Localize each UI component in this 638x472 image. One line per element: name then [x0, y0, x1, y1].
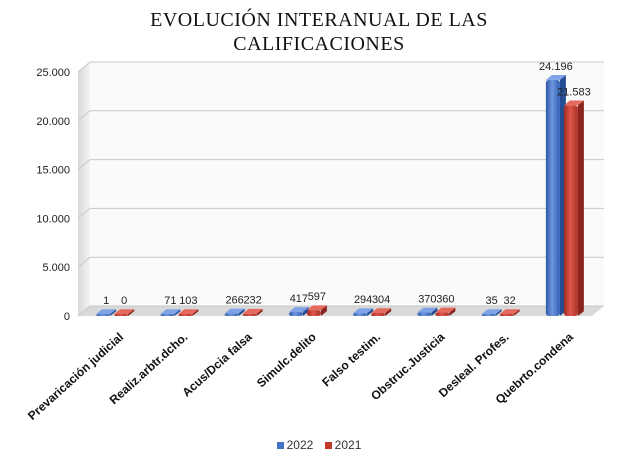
y-tick-label: 0 — [64, 311, 70, 323]
bar-2021-1 — [178, 314, 193, 316]
bar-side — [110, 309, 117, 316]
plot-side-wall — [78, 62, 90, 316]
gridline — [77, 110, 604, 122]
category-label: Simulc.delito — [254, 330, 319, 390]
bar-side — [128, 309, 135, 316]
bar-top — [545, 75, 566, 80]
gridline — [77, 61, 604, 73]
bar-top — [242, 308, 263, 314]
bar-2022-7 — [545, 79, 560, 316]
bar-2021-7 — [563, 105, 578, 317]
legend-swatch-2022 — [276, 442, 284, 449]
bar-side — [577, 100, 584, 316]
bar-top — [224, 308, 245, 314]
bar-side — [449, 307, 456, 316]
bar-2021-6 — [499, 314, 514, 316]
bar-top — [114, 309, 135, 314]
bar-side — [320, 305, 327, 316]
value-label: 417 — [290, 293, 308, 305]
value-label: 294 — [354, 294, 372, 306]
bar-top — [435, 307, 456, 313]
gridline — [77, 256, 604, 268]
category-label: Falso testim. — [319, 330, 383, 389]
bar-2021-2 — [242, 313, 257, 316]
value-label: 266 — [225, 294, 243, 306]
bar-top — [306, 305, 327, 311]
bar-side — [495, 309, 502, 316]
bar-2022-3 — [288, 311, 303, 316]
value-label: 370 — [418, 293, 436, 305]
bar-2022-6 — [481, 314, 496, 316]
bar-2021-0 — [114, 314, 129, 316]
value-label: 71 — [164, 295, 176, 307]
value-label: 103 — [179, 295, 197, 307]
bar-top — [417, 307, 438, 313]
category-label: Acus/Dcia falsa — [179, 330, 255, 400]
bar-2022-2 — [224, 313, 239, 316]
legend: 2022 2021 — [0, 438, 638, 452]
chart-title-line-1: EVOLUCIÓN INTERANUAL DE LAS — [150, 9, 488, 31]
chart-title-line-2: CALIFICACIONES — [233, 33, 405, 55]
y-tick-label: 15.000 — [36, 165, 70, 177]
value-label: 24.196 — [539, 61, 573, 73]
y-tick-label: 10.000 — [36, 213, 70, 225]
bar-top — [178, 309, 199, 314]
bar-2021-3 — [306, 310, 321, 316]
bar-side — [367, 308, 374, 316]
bar-top — [96, 309, 117, 314]
gridline — [77, 159, 604, 170]
bar-2022-5 — [417, 312, 432, 316]
bar-2021-4 — [371, 313, 386, 316]
bar-side — [192, 309, 199, 316]
value-label: 32 — [504, 295, 516, 307]
bar-top — [481, 309, 502, 314]
legend-swatch-2021 — [324, 442, 332, 449]
bar-side — [238, 308, 245, 316]
bar-side — [513, 309, 520, 316]
bar-2022-1 — [160, 314, 175, 316]
y-tick-label: 20.000 — [36, 116, 70, 128]
bar-top — [160, 309, 181, 314]
value-label: 304 — [372, 294, 390, 306]
bar-side — [174, 309, 181, 316]
bar-side — [431, 307, 438, 316]
y-tick-label: 5.000 — [42, 262, 70, 274]
category-label: Prevaricación judicial — [25, 330, 126, 423]
bar-2022-0 — [96, 314, 111, 316]
bar-top — [563, 100, 584, 106]
legend-label-2022: 2022 — [286, 438, 314, 452]
value-label: 1 — [103, 295, 109, 307]
bar-side — [302, 307, 309, 316]
value-label: 360 — [436, 293, 454, 305]
plot-back-wall — [90, 62, 604, 306]
bar-side — [385, 308, 392, 316]
value-label: 35 — [486, 295, 498, 307]
gridline — [77, 305, 604, 317]
gridline — [77, 207, 604, 219]
bar-2022-4 — [353, 313, 368, 316]
legend-item-2021: 2021 — [324, 438, 362, 452]
value-label: 21.583 — [557, 86, 591, 98]
bar-top — [288, 307, 309, 312]
value-label: 232 — [243, 295, 261, 307]
plot-floor — [78, 306, 604, 316]
chart-title: EVOLUCIÓN INTERANUAL DE LAS CALIFICACION… — [0, 8, 638, 56]
bar-side — [256, 308, 263, 316]
bar-top — [353, 308, 374, 314]
legend-item-2022: 2022 — [276, 438, 314, 452]
bar-2021-5 — [435, 312, 450, 316]
legend-label-2021: 2021 — [334, 438, 362, 452]
value-label: 597 — [308, 291, 326, 303]
bar-top — [371, 308, 392, 314]
y-tick-label: 25.000 — [36, 67, 70, 79]
value-label: 0 — [121, 295, 127, 307]
bar-top — [499, 309, 520, 314]
